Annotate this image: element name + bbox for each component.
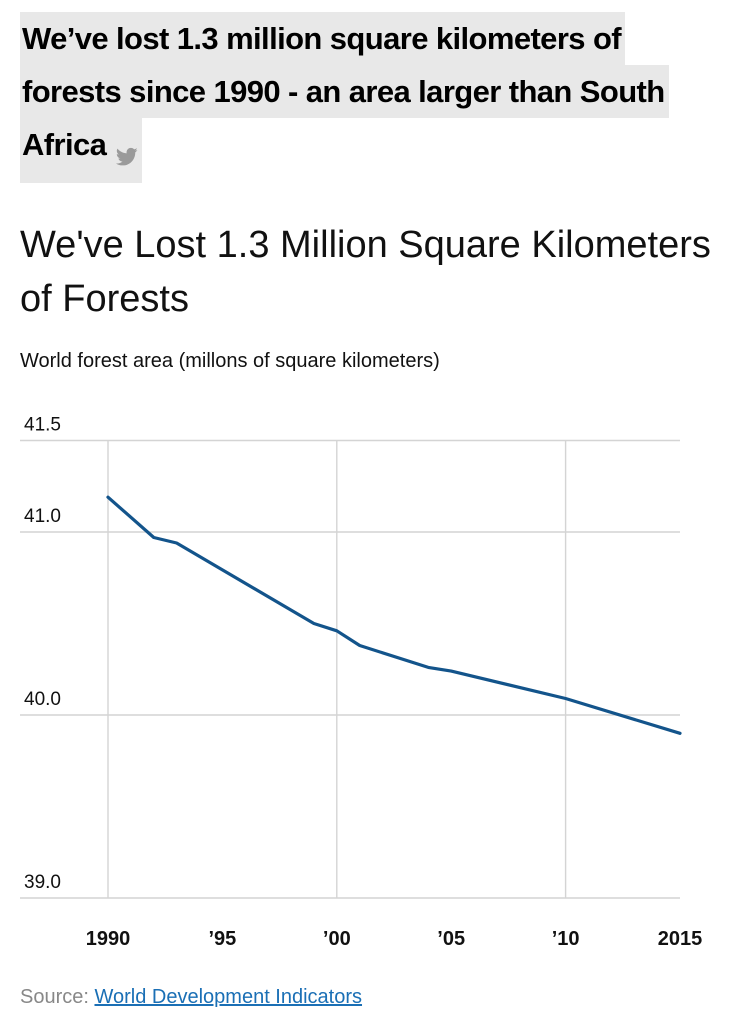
x-axis-ticks: 1990 ’95 ’00 ’05 ’10 2015 xyxy=(86,928,703,950)
headline: We’ve lost 1.3 million square kilometers… xyxy=(20,12,720,183)
grid-layer xyxy=(20,439,680,899)
source-prefix: Source: xyxy=(20,986,95,1008)
headline-line-3-text: Africa xyxy=(22,127,107,162)
chart-subtitle: World forest area (millons of square kil… xyxy=(20,350,440,372)
line-chart: 39.0 40.0 41.0 41.5 1990 ’95 ’00 ’05 ’10 2015 xyxy=(20,415,703,950)
headline-line-1: We’ve lost 1.3 million square kilometers… xyxy=(20,12,625,65)
series-line-0 xyxy=(106,495,682,735)
x-tick-label: ’00 xyxy=(323,928,351,950)
y-tick-label: 39.0 xyxy=(24,872,61,893)
y-tick-label: 41.5 xyxy=(24,415,61,436)
headline-line-3: Africa xyxy=(20,118,143,183)
y-tick-label: 41.0 xyxy=(24,506,61,527)
x-tick-label: 2015 xyxy=(658,928,703,950)
headline-line-2: forests since 1990 - an area larger than… xyxy=(20,65,669,118)
source-link[interactable]: World Development Indicators xyxy=(94,986,363,1008)
series-layer xyxy=(106,495,682,735)
source-note: Source: World Development Indicators xyxy=(20,986,362,1009)
x-tick-label: 1990 xyxy=(86,928,131,950)
chart-title: We've Lost 1.3 Million Square Kilometers… xyxy=(20,224,711,320)
y-tick-label: 40.0 xyxy=(24,689,61,710)
x-tick-label: ’05 xyxy=(437,928,465,950)
x-tick-label: ’10 xyxy=(552,928,580,950)
y-axis-ticks: 39.0 40.0 41.0 41.5 xyxy=(24,415,61,894)
twitter-bird-icon[interactable] xyxy=(116,130,138,183)
x-tick-label: ’95 xyxy=(208,928,236,950)
